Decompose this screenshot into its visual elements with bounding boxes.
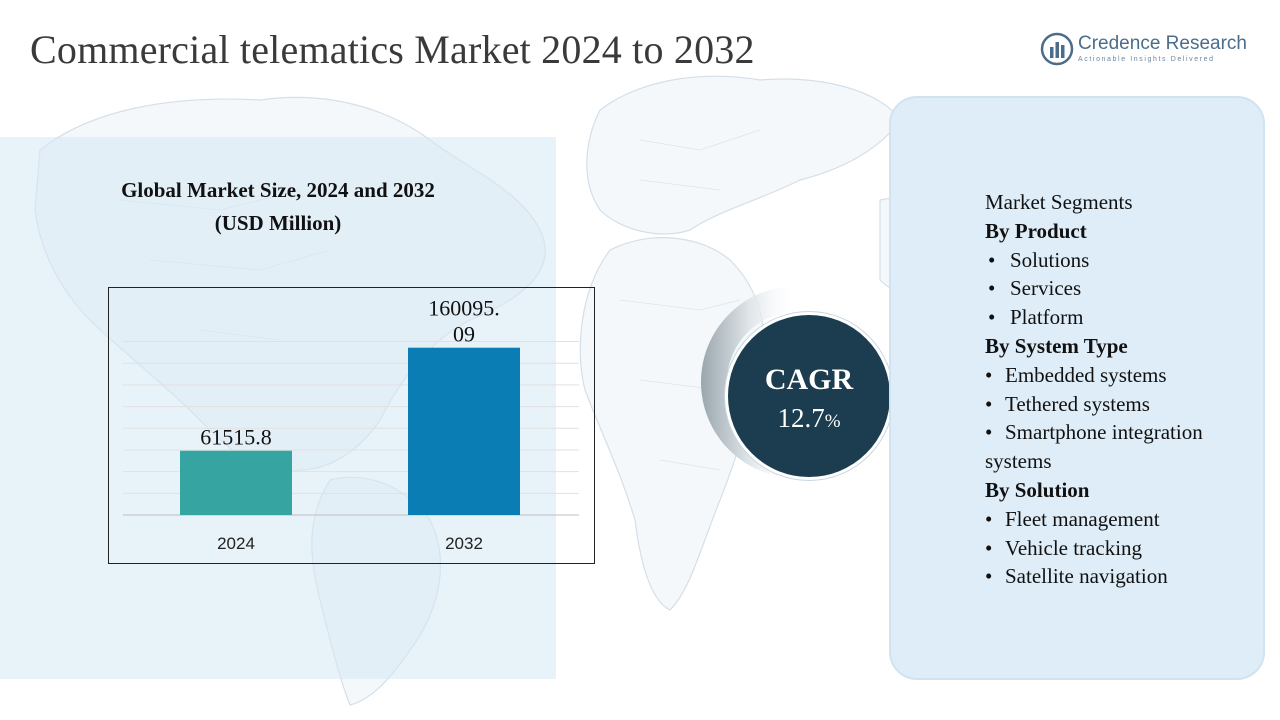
segment-item-label: Services [1010,276,1082,301]
bullet-icon: • [988,305,996,330]
cagr-ring [701,286,797,478]
chart-title-line-1: Global Market Size, 2024 and 2032 [121,178,435,202]
page-title: Commercial telematics Market 2024 to 203… [30,27,755,72]
bullet-icon: • [985,535,993,560]
segment-item: • Tethered systems [985,390,1255,419]
segment-item-label: Satellite navigation [1005,564,1168,589]
category-label-2024: 2024 [217,534,255,553]
market-segments-panel [889,96,1265,680]
segment-item: • Fleet management [985,505,1255,534]
market-segments-list: Market Segments By Product • Solutions • S… [985,188,1255,591]
cagr-label: CAGR [764,363,854,396]
segment-item-label: Solutions [1010,247,1090,272]
segment-group-title: By Solution [985,477,1090,502]
segment-item-label: Smartphone integration systems [985,420,1203,474]
chart-title-line-2: (USD Million) [214,211,342,235]
segment-item: • Platform [985,303,1255,332]
value-label-2032: 09 [453,322,475,347]
segment-item: • Embedded systems [985,361,1255,390]
cagr-unit: % [824,411,841,432]
company-logo: Credence Research Actionable Insights De… [1040,32,1260,68]
category-label-2032: 2032 [445,534,483,553]
bar-2032 [408,347,520,515]
segment-item-label: Platform [1010,305,1084,330]
segment-item-label: Fleet management [1005,506,1160,531]
bullet-icon: • [985,362,993,387]
segments-heading: Market Segments [985,190,1133,214]
bar-chart: 61515.8 2024 160095. 09 2032 [108,287,595,564]
value-label-2032: 160095. [428,296,500,321]
bullet-icon: • [985,564,993,589]
segment-item: • Satellite navigation [985,562,1255,591]
logo-tagline: Actionable Insights Delivered [1078,56,1215,63]
cagr-value: 12.7% [728,403,890,434]
segment-group-title: By System Type [985,333,1128,358]
cagr-number: 12.7 [777,403,825,433]
bullet-icon: • [985,506,993,531]
chart-title: Global Market Size, 2024 and 2032 (USD M… [60,174,496,240]
logo-name: Credence Research [1078,33,1247,54]
bar-chart-plot: 61515.8 2024 160095.09 2032 [123,296,579,553]
segment-item-label: Embedded systems [1005,362,1167,387]
segment-item-label: Vehicle tracking [1005,535,1143,560]
segment-item: • Solutions [985,246,1255,275]
bullet-icon: • [988,276,996,301]
bullet-icon: • [985,420,993,445]
bar-chart-logo-icon [1040,32,1074,66]
segment-group-title: By Product [985,218,1087,243]
value-label-2024: 61515.8 [200,425,272,450]
segment-item: • Services [985,274,1255,303]
segment-item-label: Tethered systems [1005,391,1150,416]
segment-item: • Vehicle tracking [985,534,1255,563]
bullet-icon: • [988,247,996,272]
segment-item: • Smartphone integration systems [985,418,1255,476]
bullet-icon: • [985,391,993,416]
cagr-badge: CAGR 12.7% [725,312,893,480]
bar-2024 [180,450,292,515]
